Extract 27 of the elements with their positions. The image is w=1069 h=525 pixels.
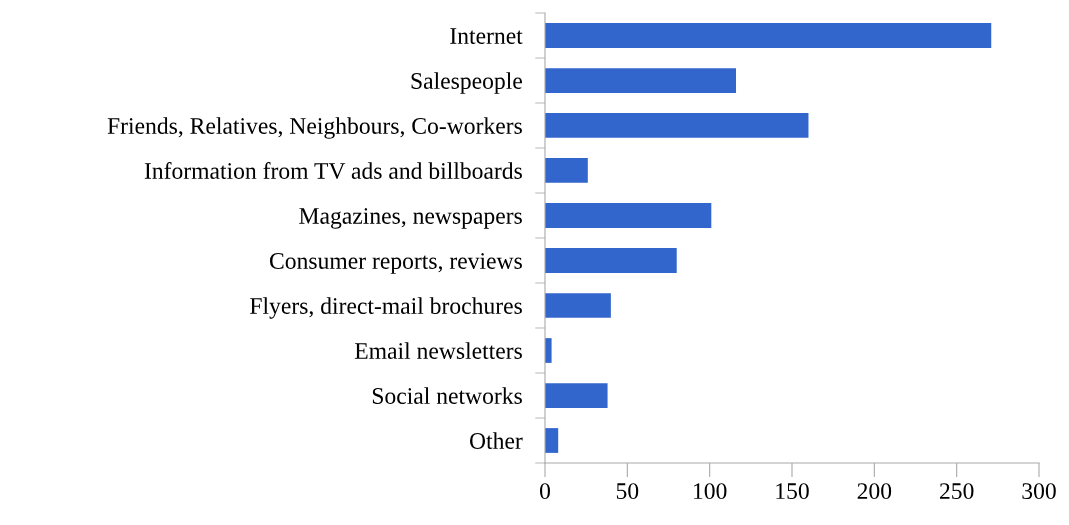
x-tick-label: 100 (694, 483, 727, 500)
bar (545, 248, 677, 273)
bar (545, 428, 559, 453)
y-tick-label: Magazines, newspapers (299, 208, 522, 229)
x-tick-label: 150 (776, 483, 809, 500)
x-tick-label: 300 (1022, 483, 1056, 500)
x-tick-label: 200 (857, 483, 892, 500)
bar (545, 293, 611, 318)
x-tick-label: 0 (540, 483, 550, 500)
bar (545, 68, 737, 93)
bar (545, 23, 992, 48)
bar (545, 383, 608, 408)
y-tick-label: Internet (450, 28, 523, 44)
bar (545, 113, 809, 138)
y-tick-label: Email newsletters (354, 342, 522, 359)
bar (545, 158, 588, 183)
y-tick-label: Social networks (372, 387, 522, 404)
bar (545, 338, 552, 363)
x-tick-label: 250 (939, 483, 974, 500)
bar (545, 203, 712, 228)
y-tick-label: Other (469, 432, 523, 449)
y-tick-label: Salespeople (411, 72, 522, 94)
y-tick-label: Flyers, direct-mail brochures (250, 297, 522, 319)
x-tick-label: 50 (616, 483, 639, 500)
y-tick-label: Friends, Relatives, Neighbours, Co-workers (107, 117, 522, 139)
y-tick-label: Consumer reports, reviews (269, 253, 522, 274)
y-tick-label: Information from TV ads and billboards (144, 162, 522, 180)
